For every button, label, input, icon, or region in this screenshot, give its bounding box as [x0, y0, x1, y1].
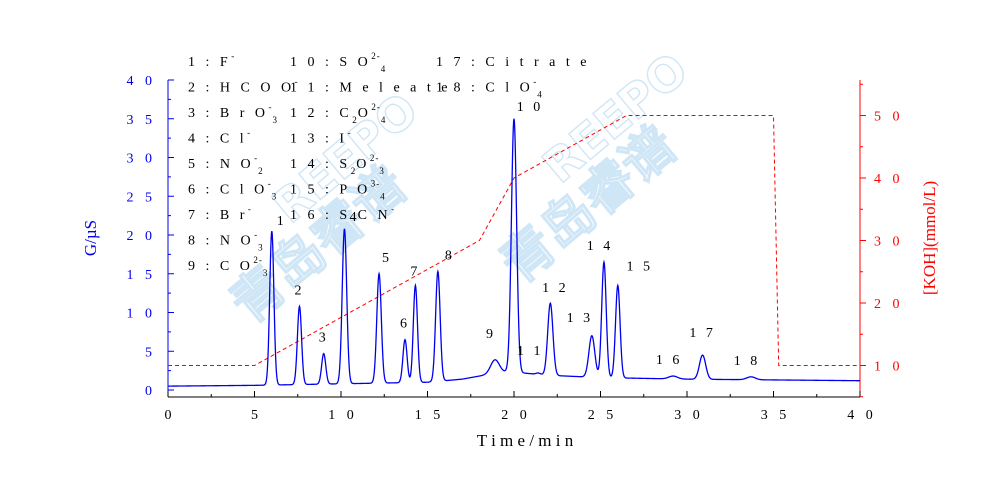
peak-label: 5 [382, 251, 392, 266]
conductivity-trace-layer [167, 118, 860, 387]
y-right-tick-label: 1 0 [874, 360, 904, 375]
legend-entry: 1 : F- [188, 51, 235, 70]
legend-entry: 1 1 : M e l e a t e [290, 81, 451, 96]
x-tick-label: 2 0 [501, 408, 531, 423]
koh-gradient-layer [168, 115, 860, 366]
y-right-tick-label: 5 0 [874, 110, 904, 125]
legend-entry: 3 : B r O-3 [188, 102, 278, 125]
x-tick-label: 0 [165, 408, 176, 423]
legend-entry: 2 : H C O O- [188, 77, 299, 96]
x-tick-label: 2 5 [588, 408, 618, 423]
legend-entry: 1 8 : C l O-4 [436, 77, 543, 100]
y-right-tick-label: 4 0 [874, 172, 904, 187]
legend-entry: 1 5 : P O3-4 [290, 179, 386, 202]
legend-entry: 6 : C l O-3 [188, 179, 277, 202]
peak-label: 8 [445, 248, 455, 263]
peak-label: 1 0 [517, 100, 544, 115]
peak-label: 1 6 [656, 353, 683, 368]
legend-entry: 1 6 : S C N- [290, 204, 395, 223]
y-left-tick-label: 3 0 [127, 152, 157, 167]
peak-label: 1 7 [689, 326, 716, 341]
y-right-tick-label: 3 0 [874, 235, 904, 250]
x-tick-label: 3 5 [761, 408, 791, 423]
y-axis-left-label: G/µS [81, 220, 100, 256]
x-tick-label: 1 0 [328, 408, 358, 423]
legend-entry: 9 : C O2-3 [188, 255, 268, 278]
x-tick-label: 5 [251, 408, 262, 423]
legend-entry: 1 0 : S O2-4 [290, 51, 386, 74]
peak-label: 2 [294, 283, 304, 298]
y-right-tick-label: 2 0 [874, 297, 904, 312]
x-tick-label: 3 0 [674, 408, 704, 423]
y-left-tick-label: 2 0 [127, 229, 157, 244]
legend-entry: 1 7 : C i t r a t e [436, 55, 590, 70]
y-left-tick-label: 4 0 [127, 74, 157, 89]
koh-gradient-line [168, 115, 860, 366]
x-tick-label: 4 0 [847, 408, 877, 423]
peak-label: 1 3 [567, 311, 594, 326]
peak-label: 1 5 [627, 259, 654, 274]
y-left-tick-label: 5 [145, 345, 156, 360]
y-left-tick-label: 0 [145, 384, 156, 399]
peak-label: 1 8 [734, 354, 761, 369]
y-left-tick-label: 1 5 [127, 268, 157, 283]
y-left-tick-label: 2 5 [127, 190, 157, 205]
peak-label: 6 [400, 317, 410, 332]
peak-label: 4 [349, 210, 359, 225]
conductivity-trace [167, 118, 860, 387]
legend-entry: 1 4 : S2O2-3 [290, 153, 385, 176]
legend-entry: 7 : B r- [188, 204, 252, 223]
x-axis-label: T i m e / m i n [477, 431, 574, 450]
legend-entry: 5 : N O-2 [188, 153, 264, 176]
peak-label: 1 2 [542, 281, 569, 296]
legend-entry: 4 : C l- [188, 128, 251, 147]
legend-entry: 8 : N O-3 [188, 230, 264, 253]
x-tick-label: 1 5 [415, 408, 445, 423]
peak-label: 3 [319, 331, 329, 346]
peak-label: 1 1 [517, 344, 544, 359]
y-left-tick-label: 1 0 [127, 307, 157, 322]
peak-label: 7 [410, 264, 420, 279]
y-left-tick-label: 3 5 [127, 113, 157, 128]
y-axis-right-label: [KOH](mmol/L) [920, 181, 939, 295]
legend-layer: 1 : F- 2 : H C O O- 3 : B r O-3 4 : C l- 5 :… [188, 51, 590, 278]
peak-label: 1 4 [587, 239, 614, 254]
axes-layer: 0 5 1 0 1 5 2 0 2 5 3 0 3 5 4 0 0 5 1 0 1 5 2 0 2 5 3 0… [127, 74, 904, 423]
legend-entry: 1 3 : I- [290, 128, 352, 147]
peak-label: 9 [486, 327, 496, 342]
legend-entry: 1 2 : C2O2-4 [290, 102, 386, 125]
peak-label-layer: 1 2 3 4 5 6 7 8 9 1 0 1 1 1 2 1 3 1 4 1 5 1 6 1 7 1 8 [277, 100, 761, 369]
peak-label: 1 [277, 214, 287, 229]
